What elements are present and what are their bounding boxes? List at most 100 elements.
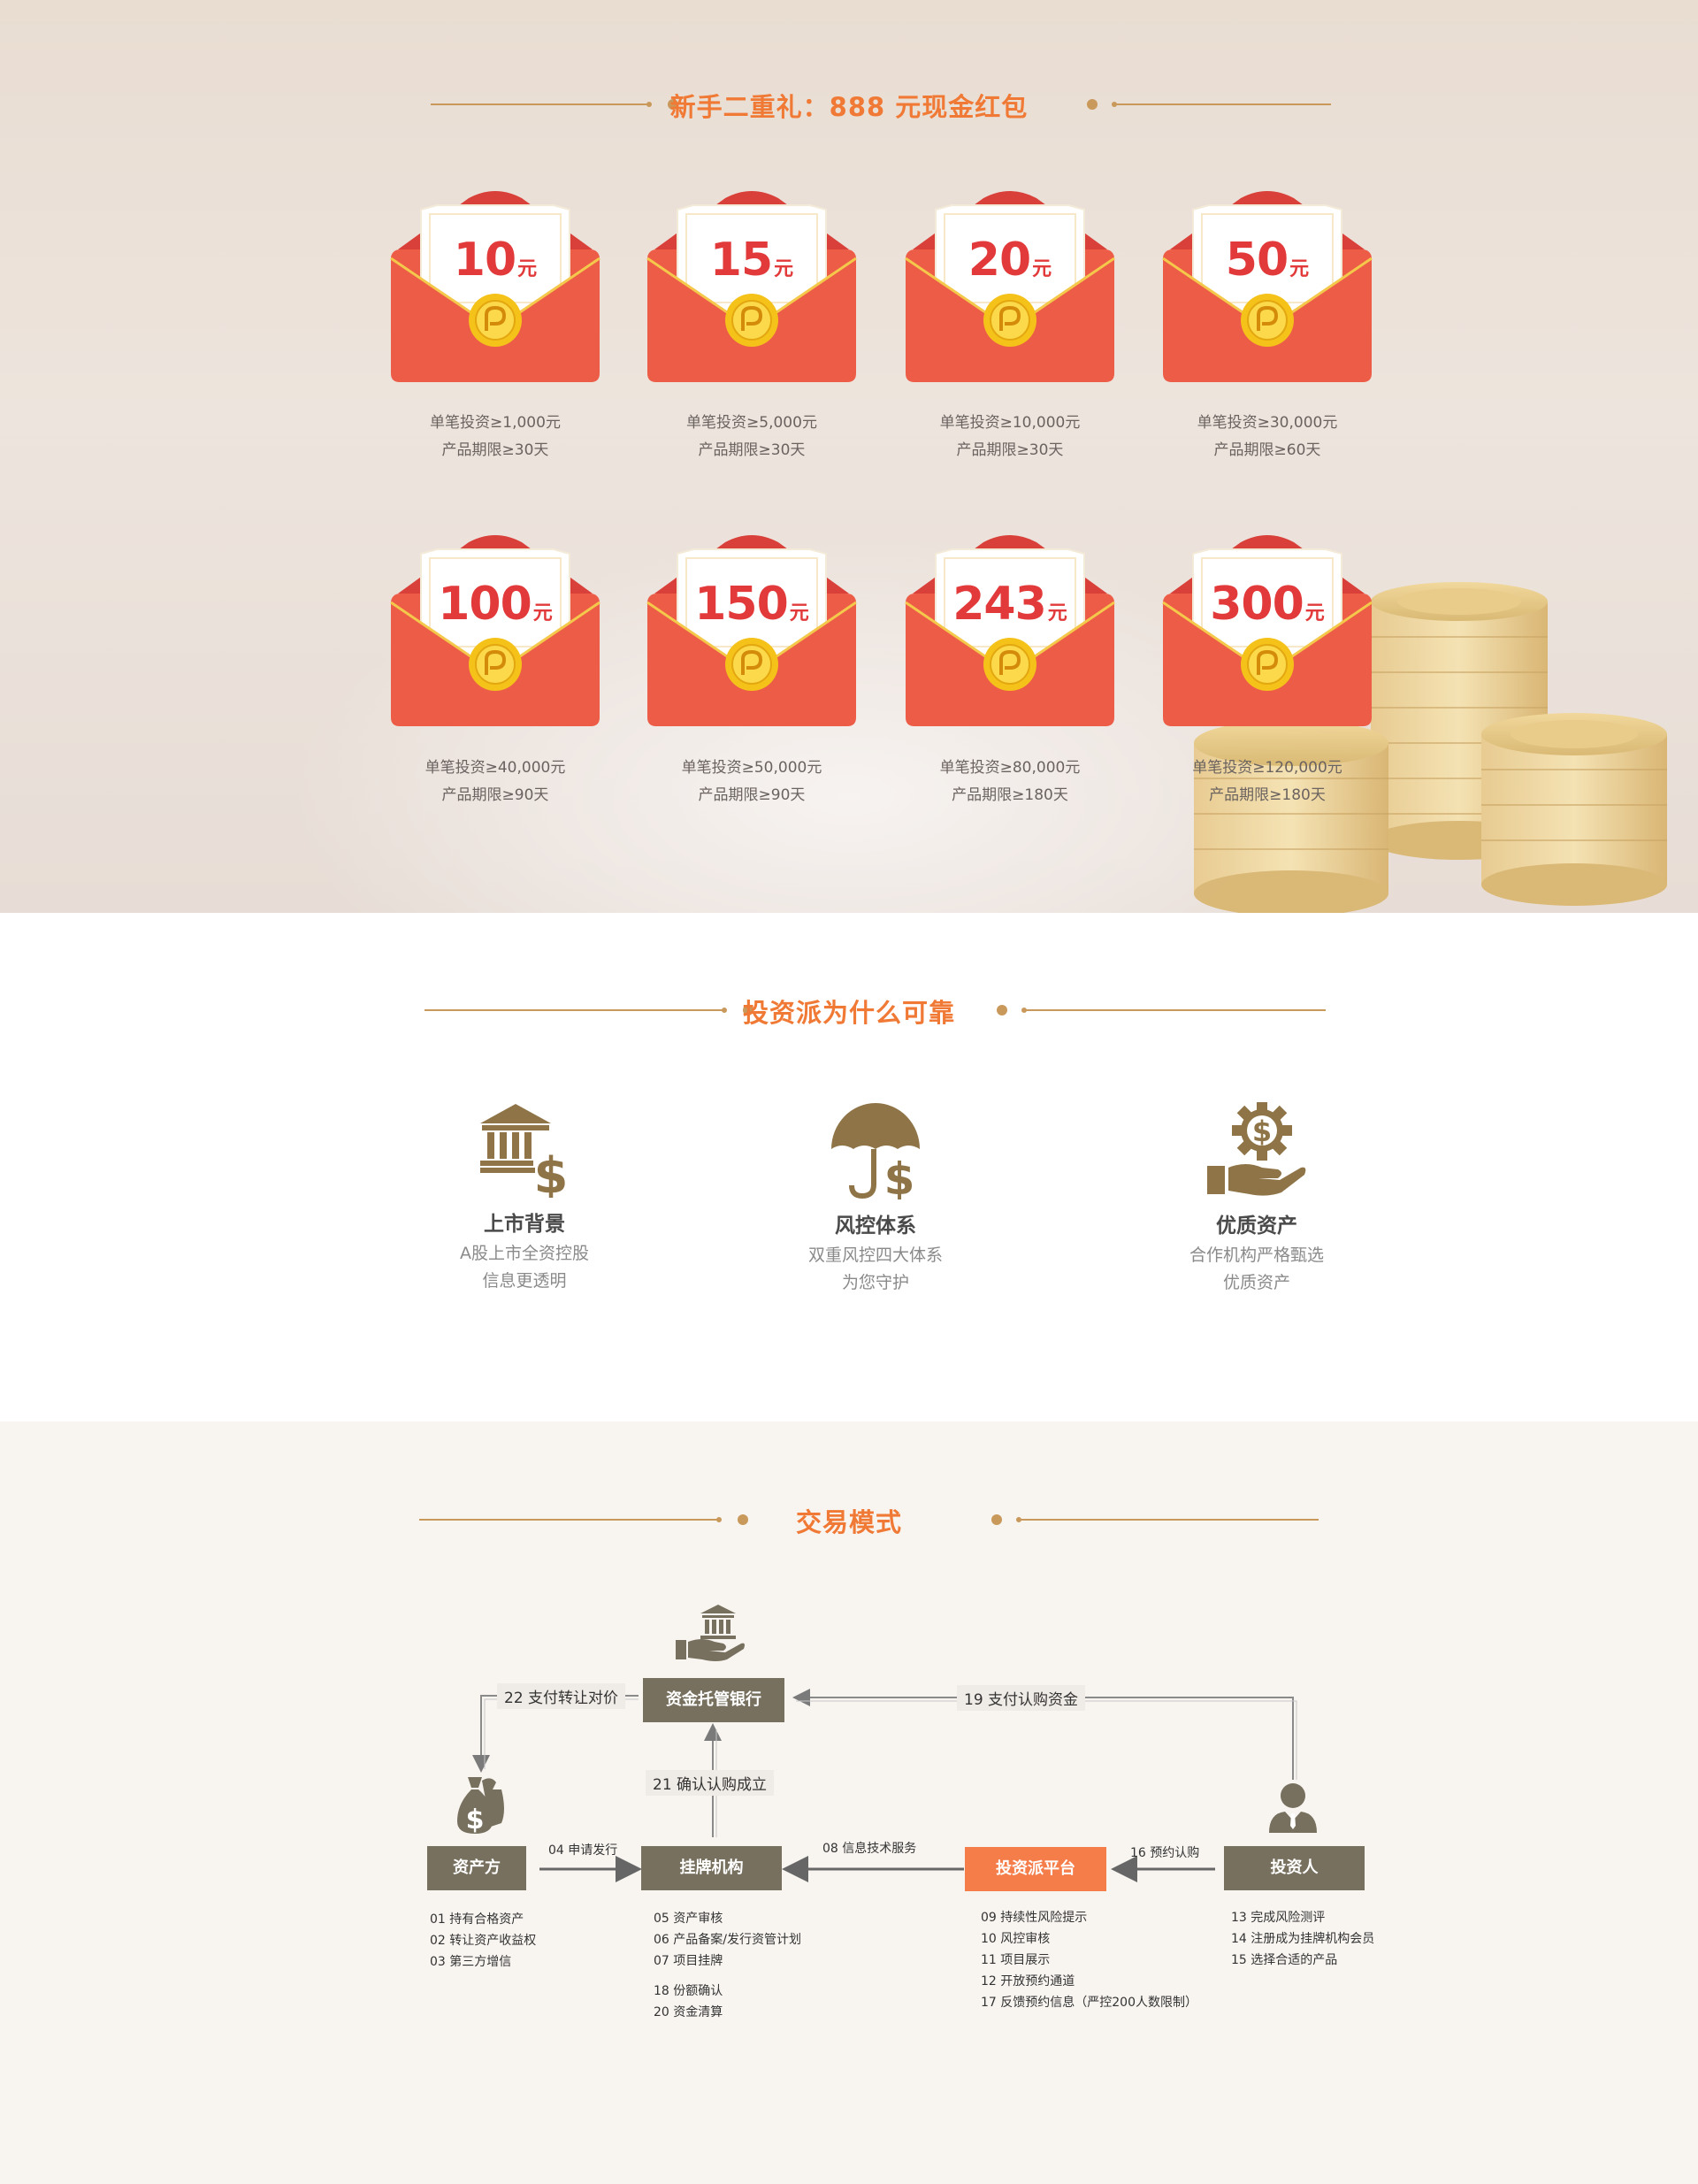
title-dot <box>1087 99 1098 110</box>
red-envelope: 15元 <box>646 188 858 387</box>
condition-amount: 单笔投资≥120,000元 <box>1192 759 1342 777</box>
investor-person-icon <box>1269 1783 1317 1833</box>
listing-steps: 05 资产审核 06 产品备案/发行资管计划 07 项目挂牌 18 份额确认 2… <box>654 1908 801 2023</box>
title-dot <box>997 1005 1007 1015</box>
condition-amount: 单笔投资≥30,000元 <box>1197 414 1338 432</box>
condition-term: 产品期限≥180天 <box>1209 786 1326 804</box>
envelope-amount: 15元 <box>677 234 826 287</box>
amount-unit: 元 <box>517 258 538 280</box>
flow-label-08: 08 信息技术服务 <box>822 1842 917 1856</box>
amount-value: 15 <box>709 234 773 287</box>
envelope-amount: 300元 <box>1193 578 1342 631</box>
step-item: 01 持有合格资产 <box>430 1912 524 1927</box>
feature-desc: 合作机构严格甄选 优质资产 <box>1124 1242 1389 1297</box>
amount-value: 150 <box>694 578 789 631</box>
flow-label-16: 16 预约认购 <box>1130 1846 1200 1860</box>
envelope-icon <box>390 535 600 726</box>
condition-term: 产品期限≥30天 <box>698 441 806 459</box>
envelope-icon <box>1162 535 1373 726</box>
red-envelope: 300元 <box>1161 532 1373 731</box>
amount-unit: 元 <box>774 258 794 280</box>
envelope-icon <box>646 535 857 726</box>
envelope-amount: 20元 <box>936 234 1084 287</box>
red-envelope: 10元 <box>389 188 601 387</box>
envelope-icon <box>1162 191 1373 382</box>
flow-label-21: 21 确认认购成立 <box>646 1770 775 1796</box>
flow-label-19: 19 支付认购资金 <box>957 1685 1086 1711</box>
feature-title: 上市背景 <box>484 1213 565 1236</box>
step-item: 06 产品备案/发行资管计划 <box>654 1933 801 1947</box>
envelope-icon <box>646 191 857 382</box>
step-item: 17 反馈预约信息（严控200人数限制） <box>981 1996 1197 2010</box>
title-dot <box>1016 1517 1021 1522</box>
amount-value: 300 <box>1210 578 1304 631</box>
amount-unit: 元 <box>1304 602 1325 625</box>
title-dot <box>743 1005 753 1015</box>
step-item: 07 项目挂牌 <box>654 1954 723 1968</box>
step-item: 03 第三方增信 <box>430 1955 512 1969</box>
red-envelope: 100元 <box>389 532 601 731</box>
step-item: 11 项目展示 <box>981 1953 1051 1967</box>
step-item: 02 转让资产收益权 <box>430 1934 537 1948</box>
amount-unit: 元 <box>1032 258 1052 280</box>
title-dot <box>668 99 678 110</box>
red-envelope: 50元 <box>1161 188 1373 387</box>
condition-amount: 单笔投资≥40,000元 <box>424 759 566 777</box>
title-dot <box>1112 102 1117 107</box>
step-item: 05 资产审核 <box>654 1912 723 1926</box>
condition-term: 产品期限≥30天 <box>441 441 549 459</box>
flow-label-22: 22 支付转让对价 <box>497 1683 626 1709</box>
condition-term: 产品期限≥30天 <box>956 441 1064 459</box>
condition-term: 产品期限≥180天 <box>952 786 1068 804</box>
condition-amount: 单笔投资≥50,000元 <box>681 759 822 777</box>
newbie-gift-section: 新手二重礼：888 元现金红包 <box>0 0 1698 913</box>
title-line-right <box>1025 1009 1326 1011</box>
title-dot <box>1021 1008 1027 1013</box>
condition-term: 产品期限≥90天 <box>698 786 806 804</box>
envelope-amount: 150元 <box>677 578 826 631</box>
envelope-amount: 100元 <box>421 578 570 631</box>
investor-steps: 13 完成风险测评 14 注册成为挂牌机构会员 15 选择合适的产品 <box>1231 1907 1374 1971</box>
envelope-condition: 单笔投资≥40,000元 产品期限≥90天 <box>380 755 610 809</box>
title-line-left <box>431 103 650 105</box>
amount-value: 100 <box>438 578 532 631</box>
title-dot <box>991 1514 1002 1525</box>
feature-desc-line: 合作机构严格甄选 <box>1189 1245 1324 1265</box>
node-listing-institution: 挂牌机构 <box>641 1846 782 1890</box>
node-custodian-bank: 资金托管银行 <box>643 1678 784 1722</box>
platform-steps: 09 持续性风险提示 10 风控审核 11 项目展示 12 开放预约通道 17 … <box>981 1907 1197 2013</box>
envelope-condition: 单笔投资≥1,000元 产品期限≥30天 <box>380 410 610 464</box>
envelope-icon <box>905 535 1115 726</box>
section-title: 交易模式 <box>795 1507 902 1537</box>
money-bag-icon: $ <box>457 1777 504 1835</box>
amount-unit: 元 <box>1047 602 1067 625</box>
step-item: 14 注册成为挂牌机构会员 <box>1231 1932 1375 1946</box>
amount-value: 50 <box>1225 234 1289 287</box>
title-line-left <box>419 1519 720 1521</box>
flow-label-04: 04 申请发行 <box>548 1843 618 1858</box>
hand-gear-dollar-icon: $ <box>1207 1100 1306 1196</box>
feature-desc-line: 优质资产 <box>1222 1273 1290 1292</box>
amount-unit: 元 <box>1289 258 1310 280</box>
node-investor: 投资人 <box>1224 1846 1365 1890</box>
trade-model-section: 交易模式 <box>0 1422 1698 2184</box>
amount-value: 20 <box>968 234 1031 287</box>
feature-desc: A股上市全资控股 信息更透明 <box>392 1240 657 1295</box>
step-item: 18 份额确认 <box>654 1984 723 1998</box>
step-item: 15 选择合适的产品 <box>1231 1953 1338 1967</box>
amount-unit: 元 <box>532 602 553 625</box>
bank-dollar-icon: $ <box>478 1104 568 1205</box>
envelope-condition: 单笔投资≥5,000元 产品期限≥30天 <box>637 410 867 464</box>
svg-text:$: $ <box>1252 1115 1272 1148</box>
title-line-right <box>1020 1519 1319 1521</box>
condition-term: 产品期限≥60天 <box>1213 441 1321 459</box>
svg-text:$: $ <box>884 1153 915 1199</box>
svg-text:$: $ <box>466 1805 485 1835</box>
envelope-amount: 50元 <box>1193 234 1342 287</box>
amount-unit: 元 <box>789 602 809 625</box>
asset-steps: 01 持有合格资产 02 转让资产收益权 03 第三方增信 <box>430 1909 536 1973</box>
feature-listed-background: $ 上市背景 A股上市全资控股 信息更透明 <box>392 1104 657 1295</box>
step-item: 09 持续性风险提示 <box>981 1911 1088 1925</box>
title-line-right <box>1115 103 1331 105</box>
step-item: 13 完成风险测评 <box>1231 1911 1326 1925</box>
